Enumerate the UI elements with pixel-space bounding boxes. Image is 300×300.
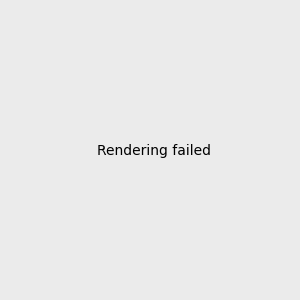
Text: Rendering failed: Rendering failed: [97, 145, 211, 158]
